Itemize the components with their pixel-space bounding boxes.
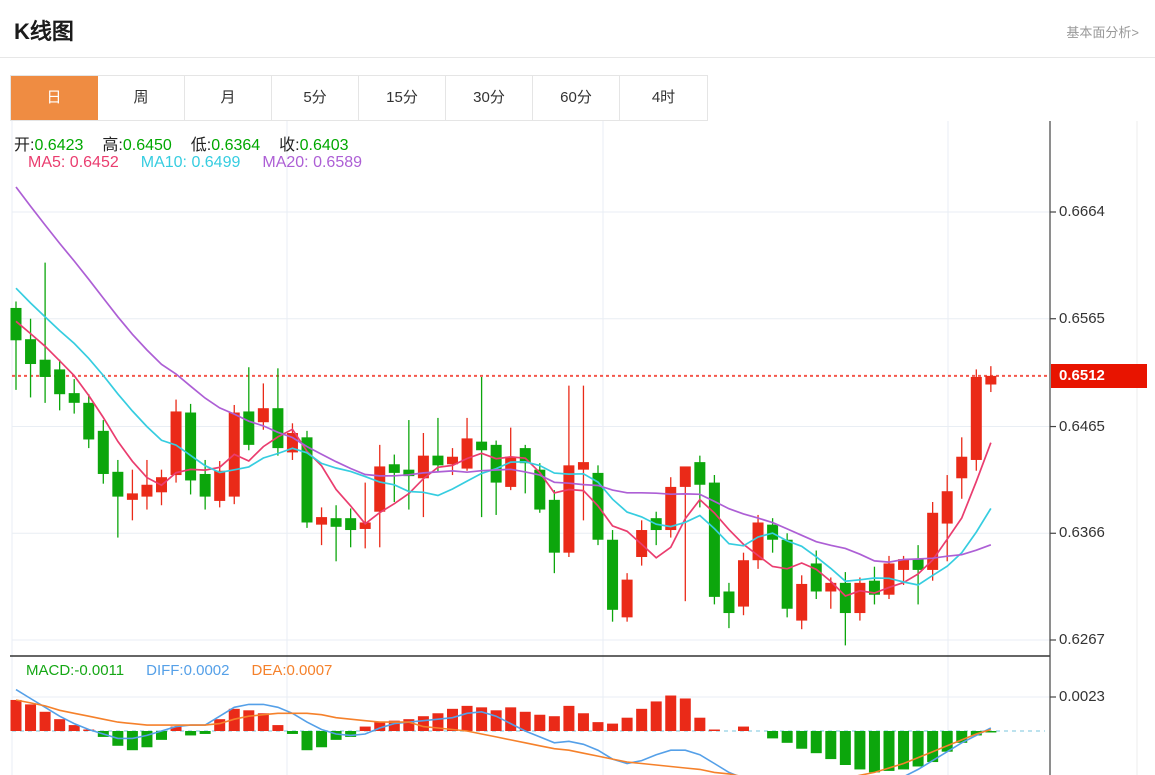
macd-histogram <box>10 695 997 773</box>
dea-line <box>15 699 992 775</box>
dea-value-legend: DEA:0.0007 <box>251 662 333 679</box>
ohlc-legend: 开:0.6423 高:0.6450 低:0.6364 收:0.6403 <box>14 131 349 155</box>
ohlc-open: 开:0.6423 <box>14 137 84 154</box>
ohlc-low: 低:0.6364 <box>190 137 261 154</box>
y-axis-label: 0.6565 <box>1059 309 1105 327</box>
ma10-legend: MA10: 0.6499 <box>140 154 241 171</box>
candlestick-panel <box>10 186 1050 646</box>
interval-tab-4[interactable]: 15分 <box>359 76 446 120</box>
ohlc-high: 高:0.6450 <box>102 137 172 154</box>
ma20-line <box>15 186 992 563</box>
interval-tab-2[interactable]: 月 <box>185 76 272 120</box>
interval-tab-6[interactable]: 60分 <box>533 76 620 120</box>
title-divider <box>0 57 1155 58</box>
ma10-line <box>15 287 992 586</box>
fundamental-analysis-link[interactable]: 基本面分析> <box>1066 25 1139 40</box>
last-price-badge: 0.6512 <box>1051 363 1147 388</box>
ohlc-close: 收:0.6403 <box>279 137 349 154</box>
ma-legend: MA5: 0.6452 MA10: 0.6499 MA20: 0.6589 <box>28 154 362 172</box>
y-axis-label: 0.6267 <box>1059 631 1105 648</box>
y-axis-label: 0.0023 <box>1059 688 1105 705</box>
macd-legend: MACD:-0.0011 DIFF:0.0002 DEA:0.0007 <box>26 662 332 679</box>
diff-value-legend: DIFF:0.0002 <box>146 662 230 679</box>
y-axis-label: 0.6664 <box>1059 203 1105 220</box>
diff-line <box>15 688 992 775</box>
interval-tab-0[interactable]: 日 <box>11 76 98 120</box>
y-axis-label: 0.6366 <box>1059 524 1105 542</box>
page-title: K线图 <box>14 19 74 44</box>
macd-panel <box>10 688 1045 775</box>
interval-tab-3[interactable]: 5分 <box>272 76 359 120</box>
interval-tab-1[interactable]: 周 <box>98 76 185 120</box>
macd-value-legend: MACD:-0.0011 <box>26 662 125 679</box>
y-axis <box>1049 121 1056 775</box>
ma5-legend: MA5: 0.6452 <box>28 154 119 171</box>
interval-tab-5[interactable]: 30分 <box>446 76 533 120</box>
grid-lines <box>11 121 1138 775</box>
candles <box>10 262 997 646</box>
y-axis-label: 0.6465 <box>1059 417 1105 435</box>
interval-tab-7[interactable]: 4时 <box>620 76 707 120</box>
ma5-line <box>15 320 992 597</box>
ma20-legend: MA20: 0.6589 <box>262 154 363 171</box>
interval-tab-bar: 日周月 5分 15分 30分 60分 4时 <box>10 75 708 121</box>
